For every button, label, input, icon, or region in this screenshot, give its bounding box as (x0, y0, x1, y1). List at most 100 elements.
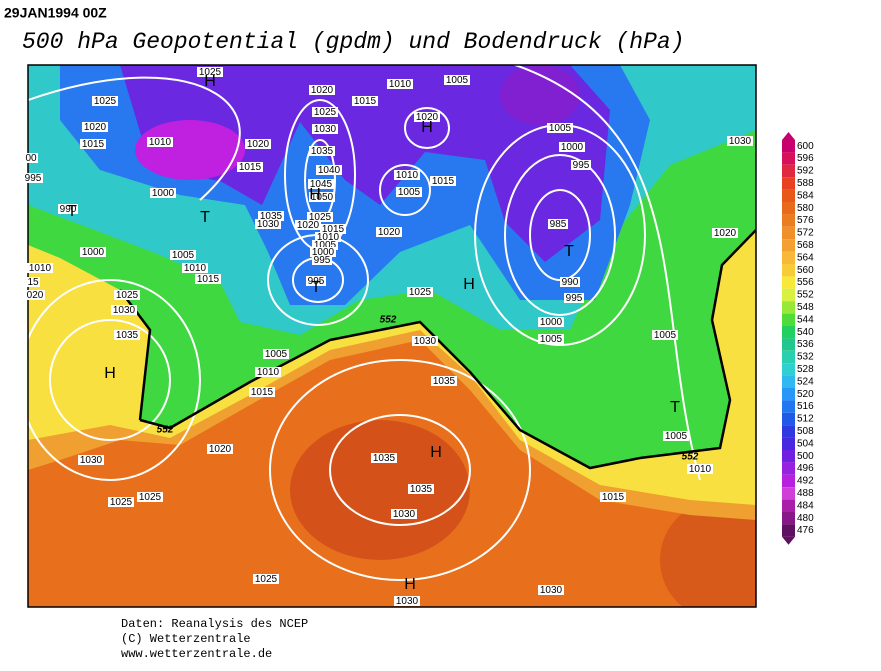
colorbar-swatch (782, 425, 795, 438)
isobar-label-bg (197, 67, 223, 77)
isobar-label-bg (316, 165, 342, 175)
colorbar-swatch (782, 164, 795, 178)
isobar-label: 1035 (116, 330, 139, 341)
colorbar-cap (782, 536, 795, 545)
isobar-label-bg (308, 179, 334, 189)
colorbar-swatch (782, 524, 795, 537)
colorbar-label: 592 (797, 166, 814, 177)
isobar-label-bg (92, 96, 118, 106)
colorbar-swatch (782, 301, 795, 314)
field-red (660, 500, 756, 607)
isobar-label-bg (387, 79, 413, 89)
colorbar-cap (782, 132, 795, 140)
footer-line: www.wetterzentrale.de (121, 647, 272, 661)
isobar-label-bg (312, 240, 338, 250)
pressure-center: H (430, 444, 442, 461)
colorbar-label: 584 (797, 190, 814, 201)
colorbar-label: 492 (797, 476, 814, 487)
isobar-label-bg (394, 170, 420, 180)
isobar-label: 1020 (247, 139, 270, 150)
colorbar-label: 596 (797, 153, 814, 164)
isobar-label-bg (114, 330, 140, 340)
colorbar-swatch (782, 462, 795, 475)
isobar-label-bg (309, 192, 335, 202)
colorbar-label: 500 (797, 451, 814, 462)
isobar-label-bg (396, 187, 422, 197)
isobar-label-bg (408, 484, 434, 494)
isobar-label: 1000 (540, 317, 563, 328)
colorbar-swatch (782, 140, 795, 153)
pressure-center: T (311, 279, 321, 296)
isobar-label: 995 (566, 293, 583, 304)
isobar-label-bg (150, 188, 176, 198)
isobar-label: 995 (314, 255, 331, 266)
isobar-label-bg (82, 122, 108, 132)
pressure-center: H (204, 73, 216, 90)
isobar-label-bg (58, 204, 78, 214)
isobar-label: 020 (27, 290, 44, 301)
colorbar-label: 512 (797, 414, 814, 425)
isobar-label-bg (376, 227, 402, 237)
colorbar-swatch (782, 450, 795, 463)
colorbar-swatch (782, 326, 795, 339)
isobar-label-bg (444, 75, 470, 85)
isobar-label-bg (414, 112, 440, 122)
isobar-label-bg (253, 574, 279, 584)
isobar-label: 995 (25, 173, 42, 184)
isobar-label-bg (663, 431, 689, 441)
isobar-label: 1045 (310, 179, 333, 190)
isobar-label-bg (391, 509, 417, 519)
isobar-label-bg (237, 162, 263, 172)
isobar-label: 00 (25, 153, 37, 164)
isobar-label-bg (78, 455, 104, 465)
isobar-label-bg (727, 136, 753, 146)
isobar-label: 1005 (446, 75, 469, 86)
isobar-label: 1000 (152, 188, 175, 199)
isobar-label-bg (26, 277, 40, 287)
isobar-label: 1015 (82, 139, 105, 150)
contour-label: 552 (682, 452, 699, 463)
isobar-label-bg (431, 376, 457, 386)
isobar-label-bg (195, 274, 221, 284)
colorbar-swatch (782, 412, 795, 426)
pressure-center: H (463, 276, 475, 293)
isobar-label: 1000 (312, 247, 335, 258)
colorbar-swatch (782, 202, 795, 215)
isobar-label-bg (111, 305, 137, 315)
isobar-label-bg (548, 219, 568, 229)
isobar-label: 1030 (729, 136, 752, 147)
isobar-label: 1010 (317, 232, 340, 243)
colorbar-swatch (782, 152, 795, 165)
isobar-label: 1015 (432, 176, 455, 187)
isobar-label: 1005 (654, 330, 677, 341)
isobar-label: 1030 (80, 455, 103, 466)
isobar-label-bg (407, 287, 433, 297)
isobar-label-bg (307, 212, 333, 222)
field-purple (120, 65, 610, 262)
isobar-label-bg (547, 123, 573, 133)
isobar-label: 995 (308, 276, 325, 287)
isobar-label: 1020 (84, 122, 107, 133)
isobar-label-bg (312, 255, 332, 265)
colorbar-label: 580 (797, 203, 814, 214)
colorbar-label: 548 (797, 302, 814, 313)
isobar-label: 1005 (314, 240, 337, 251)
isobar-label-bg (23, 173, 43, 183)
isobar-label: 1025 (94, 96, 117, 107)
pressure-center: T (670, 399, 680, 416)
isobar-label: 1030 (540, 585, 563, 596)
isobar-label: 1020 (378, 227, 401, 238)
isobar-label: 1015 (354, 96, 377, 107)
isobar-label: 1010 (396, 170, 419, 181)
isobar-label: 1025 (309, 212, 332, 223)
colorbar-label: 588 (797, 178, 814, 189)
colorbar-label: 476 (797, 525, 814, 536)
pressure-center: H (104, 365, 116, 382)
isobar-label: 1025 (199, 67, 222, 78)
isobar-label: 1030 (393, 509, 416, 520)
isobar-label-bg (352, 96, 378, 106)
colorbar-label: 544 (797, 314, 814, 325)
isobar-label: 1010 (389, 79, 412, 90)
isobar-label: 1020 (416, 112, 439, 123)
colorbar-label: 516 (797, 401, 814, 412)
